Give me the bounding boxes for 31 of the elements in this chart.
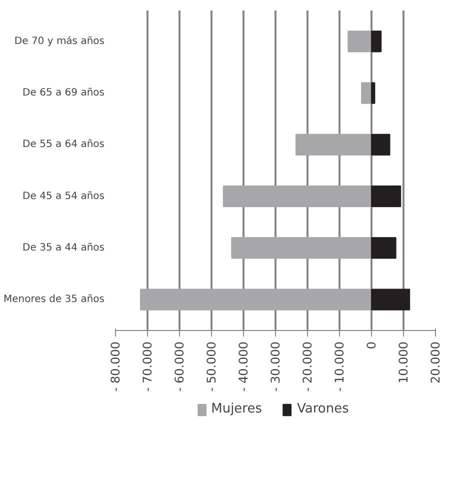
- bar: [348, 30, 372, 52]
- bar: [371, 30, 382, 52]
- bar: [231, 237, 372, 259]
- bar: [371, 82, 376, 104]
- x-tick-label: - 60.000: [172, 341, 186, 392]
- bar: [140, 288, 372, 310]
- x-tick-label: 20.000: [428, 341, 442, 384]
- bar: [371, 237, 396, 259]
- legend-label: Varones: [297, 402, 349, 416]
- bar: [222, 185, 372, 208]
- x-tick-label: - 80.000: [108, 341, 122, 392]
- y-tick-label: De 45 a 54 años: [22, 190, 105, 202]
- x-tick-label: - 20.000: [300, 341, 314, 392]
- bar: [371, 288, 410, 310]
- y-tick-label: De 35 a 44 años: [22, 242, 105, 254]
- bar: [371, 134, 390, 156]
- x-tick-label: - 10.000: [332, 341, 346, 392]
- y-tick-label: Menores de 35 años: [3, 294, 104, 306]
- x-tick-label: - 50.000: [204, 341, 218, 392]
- bar: [295, 134, 372, 156]
- bar: [361, 82, 372, 104]
- y-tick-label: De 70 y más años: [14, 36, 105, 47]
- x-tick-label: - 70.000: [140, 341, 154, 392]
- x-tick-label: 10.000: [396, 341, 410, 384]
- y-tick-label: De 65 a 69 años: [22, 88, 105, 99]
- y-tick-label: De 55 a 64 años: [22, 139, 105, 150]
- x-tick-label: - 40.000: [236, 341, 250, 392]
- x-tick-label: 0: [364, 341, 378, 350]
- legend-label: Mujeres: [211, 402, 262, 416]
- x-tick-label: - 30.000: [268, 341, 282, 392]
- bar: [371, 185, 402, 208]
